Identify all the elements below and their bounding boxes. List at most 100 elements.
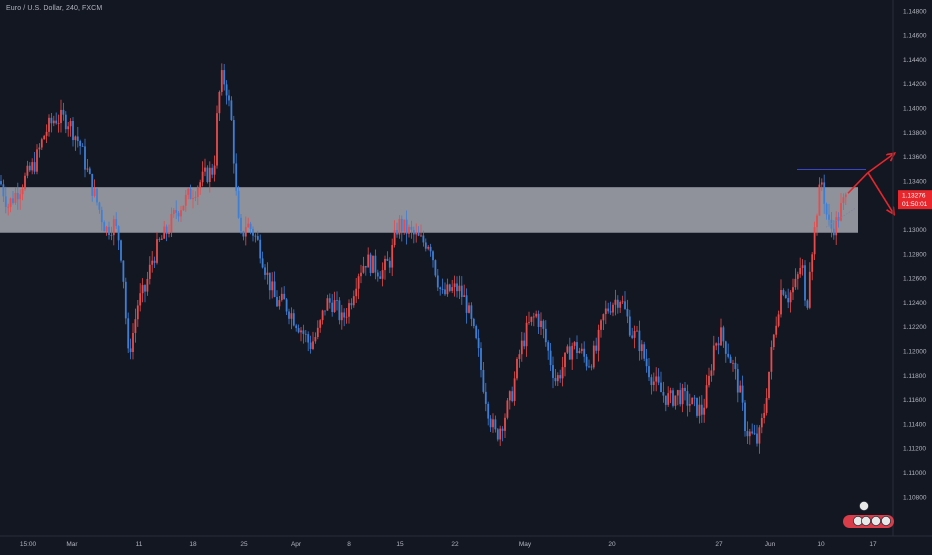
- candle: [343, 308, 346, 327]
- x-tick-label: May: [519, 541, 532, 548]
- candle-body: [513, 378, 516, 402]
- candle-body: [379, 276, 382, 279]
- candle-body: [580, 348, 583, 351]
- candle: [508, 390, 511, 410]
- candle-body: [609, 311, 612, 313]
- candle-body: [429, 246, 432, 252]
- candle: [828, 203, 830, 227]
- candle-body: [470, 305, 473, 319]
- candle: [744, 399, 746, 437]
- candle: [763, 403, 766, 424]
- candle-body: [556, 375, 559, 382]
- badge-c-icon[interactable]: [871, 516, 882, 527]
- candle-body: [472, 318, 475, 327]
- candle-body: [489, 418, 492, 428]
- candle-body: [842, 197, 845, 204]
- candle-body: [724, 341, 727, 354]
- candle: [180, 205, 182, 222]
- candle: [374, 249, 377, 280]
- candle: [799, 257, 802, 278]
- candle-body: [28, 165, 31, 171]
- x-tick-label: 22: [451, 541, 459, 548]
- candle: [244, 216, 247, 246]
- candle-body: [120, 240, 122, 261]
- candle: [760, 413, 763, 434]
- y-tick-label: 1.11000: [903, 470, 926, 477]
- candle: [12, 191, 14, 205]
- candle-body: [84, 146, 86, 170]
- badge-b-icon[interactable]: [861, 516, 872, 527]
- candle: [264, 264, 266, 280]
- candle: [33, 151, 36, 175]
- candle-body: [336, 300, 338, 301]
- candle-body: [820, 182, 823, 185]
- candle-body: [420, 235, 422, 237]
- candle-body: [103, 222, 106, 232]
- candle-body: [674, 395, 677, 406]
- candle-body: [775, 325, 778, 335]
- candle-body: [33, 162, 36, 172]
- candle-body: [530, 316, 533, 322]
- candle: [333, 291, 336, 313]
- candle-body: [588, 366, 590, 368]
- y-tick-label: 1.14400: [903, 57, 927, 64]
- candle: [204, 158, 206, 177]
- candle-body: [105, 226, 108, 232]
- candle: [170, 207, 173, 237]
- candle-body: [340, 312, 343, 321]
- candle-body: [199, 182, 202, 189]
- candle: [242, 230, 245, 241]
- candle-body: [117, 226, 120, 241]
- candle-body: [633, 331, 636, 338]
- candle: [496, 428, 499, 442]
- candle: [724, 340, 727, 363]
- x-tick-label: 18: [189, 541, 197, 548]
- candle: [451, 279, 454, 294]
- candle: [139, 283, 142, 312]
- candle-body: [81, 145, 84, 147]
- candle: [319, 319, 322, 333]
- candle: [156, 231, 158, 265]
- candle: [460, 276, 463, 305]
- candle-body: [381, 270, 384, 279]
- candle-body: [48, 117, 50, 132]
- candle: [196, 185, 199, 206]
- candle-body: [304, 333, 307, 335]
- candle-body: [139, 293, 142, 306]
- toolbar-badges[interactable]: [843, 500, 894, 528]
- badge-top-icon[interactable]: [859, 500, 870, 511]
- candle-body: [160, 238, 163, 240]
- candle: [309, 335, 312, 354]
- badge-d-icon[interactable]: [881, 516, 892, 527]
- y-tick-label: 1.12200: [903, 324, 927, 331]
- candle-body: [182, 205, 185, 211]
- candle: [804, 260, 806, 307]
- y-tick-label: 1.12600: [903, 276, 927, 283]
- candle-body: [535, 313, 538, 317]
- candle-body: [14, 192, 17, 203]
- candle: [108, 221, 110, 240]
- candle: [216, 105, 218, 169]
- candle: [472, 317, 475, 329]
- candle: [681, 383, 684, 413]
- candle: [254, 233, 257, 243]
- candle: [199, 179, 202, 195]
- candle-body: [141, 285, 144, 294]
- candle: [321, 309, 324, 325]
- candle-body: [652, 381, 655, 386]
- candle-body: [132, 332, 134, 353]
- candle-body: [475, 326, 478, 339]
- candle: [266, 262, 269, 285]
- candle: [160, 235, 163, 241]
- candle-body: [758, 427, 761, 444]
- candle-body: [765, 398, 768, 413]
- candle-body: [434, 260, 437, 276]
- candle-body: [576, 342, 578, 354]
- candle: [475, 324, 478, 340]
- candle: [537, 310, 540, 335]
- candle: [825, 202, 828, 220]
- candle: [765, 388, 768, 416]
- candle: [650, 374, 653, 395]
